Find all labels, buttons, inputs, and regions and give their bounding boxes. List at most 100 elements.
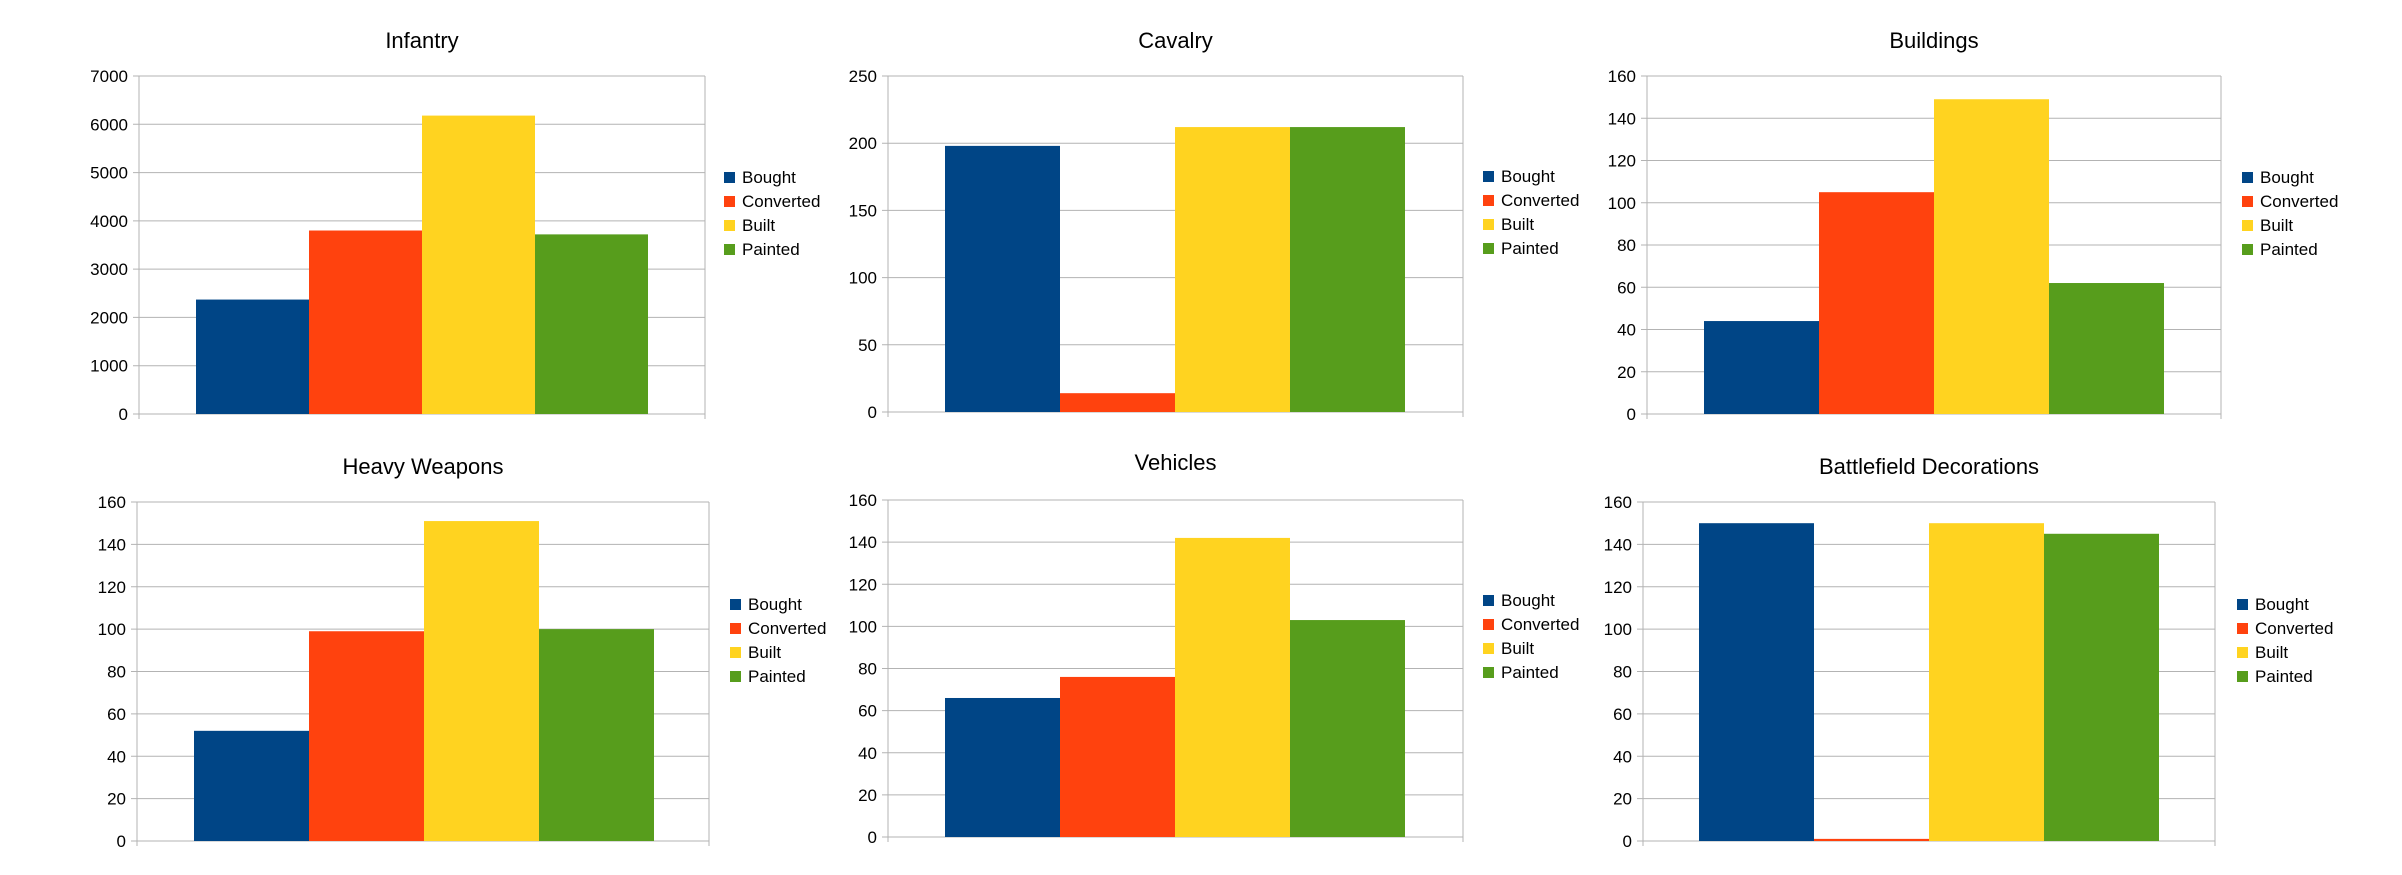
chart-battlefield-decorations-bar-painted	[2044, 533, 2159, 841]
chart-cavalry-bar-bought	[945, 145, 1060, 412]
chart-infantry-legend-label-painted: Painted	[742, 240, 800, 259]
chart-battlefield-decorations-ytick-label: 0	[1623, 832, 1632, 851]
chart-buildings-ytick-label: 20	[1617, 363, 1636, 382]
chart-heavy-weapons-legend-swatch-bought	[730, 599, 741, 610]
chart-vehicles-ytick-label: 40	[858, 744, 877, 763]
chart-battlefield-decorations-legend: Bought Converted Built Painted	[2237, 595, 2333, 686]
chart-vehicles-legend-swatch-built	[1483, 643, 1494, 654]
chart-vehicles-ytick-label: 0	[868, 828, 877, 847]
chart-heavy-weapons-bar-painted	[539, 629, 654, 841]
chart-infantry-ytick-label: 7000	[90, 67, 128, 86]
chart-vehicles-bar-painted	[1290, 620, 1405, 837]
chart-vehicles-legend-label-painted: Painted	[1501, 663, 1559, 682]
chart-infantry-bar-converted	[309, 230, 422, 414]
chart-battlefield-decorations-legend-label-bought: Bought	[2255, 595, 2309, 614]
chart-heavy-weapons-ytick-label: 80	[107, 663, 126, 682]
chart-heavy-weapons-ytick-label: 140	[98, 535, 126, 554]
chart-infantry-ytick-label: 6000	[90, 115, 128, 134]
chart-heavy-weapons-bar-built	[424, 521, 539, 841]
chart-cavalry-ytick-label: 50	[858, 336, 877, 355]
chart-vehicles-bar-built	[1175, 537, 1290, 837]
chart-buildings-bar-converted	[1819, 192, 1934, 414]
chart-buildings-ytick-label: 120	[1608, 152, 1636, 171]
chart-buildings-ytick-label: 60	[1617, 278, 1636, 297]
chart-infantry-legend-swatch-bought	[724, 172, 735, 183]
chart-buildings-ytick-label: 100	[1608, 194, 1636, 213]
chart-vehicles: Vehicles 0 20 40 60 80 100 120 140 160 Bought Conve…	[849, 450, 1580, 847]
chart-heavy-weapons-legend-swatch-converted	[730, 623, 741, 634]
chart-buildings-ytick-label: 0	[1627, 405, 1636, 424]
chart-infantry-legend: Bought Converted Built Painted	[724, 168, 820, 259]
chart-infantry-legend-swatch-built	[724, 220, 735, 231]
chart-cavalry-legend-swatch-bought	[1483, 171, 1494, 182]
chart-buildings-legend: Bought Converted Built Painted	[2242, 168, 2338, 259]
chart-infantry-legend-swatch-converted	[724, 196, 735, 207]
chart-buildings-legend-label-bought: Bought	[2260, 168, 2314, 187]
chart-cavalry-ytick-label: 200	[849, 134, 877, 153]
chart-buildings-legend-swatch-built	[2242, 220, 2253, 231]
chart-heavy-weapons-ytick-label: 20	[107, 790, 126, 809]
chart-cavalry-bar-painted	[1290, 127, 1405, 413]
chart-infantry-ytick-label: 3000	[90, 260, 128, 279]
chart-vehicles-ytick-label: 120	[849, 575, 877, 594]
chart-vehicles-ytick-label: 60	[858, 702, 877, 721]
chart-buildings-bar-built	[1934, 99, 2049, 415]
chart-vehicles-bar-bought	[945, 697, 1060, 837]
chart-heavy-weapons-legend: Bought Converted Built Painted	[730, 595, 826, 686]
chart-battlefield-decorations-legend-swatch-converted	[2237, 623, 2248, 634]
chart-infantry-ytick-label: 2000	[90, 308, 128, 327]
chart-buildings-legend-swatch-painted	[2242, 244, 2253, 255]
chart-buildings-ytick-label: 160	[1608, 67, 1636, 86]
chart-buildings-ytick-label: 40	[1617, 321, 1636, 340]
chart-buildings-bar-bought	[1704, 321, 1819, 414]
chart-vehicles-ytick-label: 140	[849, 533, 877, 552]
chart-buildings-title: Buildings	[1889, 28, 1978, 53]
chart-infantry-legend-label-bought: Bought	[742, 168, 796, 187]
chart-battlefield-decorations: Battlefield Decorations 0 20 40 60 80 100 120 14…	[1604, 454, 2334, 851]
chart-cavalry-ytick-label: 0	[868, 403, 877, 422]
chart-heavy-weapons: Heavy Weapons 0 20 40 60 80 100 120 140 160 Bought…	[98, 454, 827, 851]
chart-infantry-title: Infantry	[385, 28, 458, 53]
chart-cavalry-bar-converted	[1060, 393, 1175, 412]
chart-buildings-legend-label-painted: Painted	[2260, 240, 2318, 259]
chart-vehicles-ytick-label: 80	[858, 660, 877, 679]
chart-heavy-weapons-legend-label-converted: Converted	[748, 619, 826, 638]
chart-vehicles-legend-label-bought: Bought	[1501, 591, 1555, 610]
chart-vehicles-legend-label-converted: Converted	[1501, 615, 1579, 634]
chart-cavalry-ytick-label: 100	[849, 269, 877, 288]
chart-battlefield-decorations-ytick-label: 140	[1604, 535, 1632, 554]
chart-infantry: Infantry 0 1000 2000 3000 4000 5000 6000 7000 Bou…	[90, 28, 820, 424]
chart-infantry-ytick-label: 1000	[90, 357, 128, 376]
chart-buildings-ytick-label: 80	[1617, 236, 1636, 255]
chart-cavalry-legend-swatch-converted	[1483, 195, 1494, 206]
chart-cavalry-legend-label-built: Built	[1501, 215, 1534, 234]
chart-infantry-ytick-label: 0	[119, 405, 128, 424]
chart-buildings-bar-painted	[2049, 283, 2164, 414]
chart-battlefield-decorations-ytick-label: 100	[1604, 620, 1632, 639]
chart-infantry-legend-label-converted: Converted	[742, 192, 820, 211]
chart-cavalry-ytick-label: 150	[849, 201, 877, 220]
chart-battlefield-decorations-bar-converted	[1814, 838, 1929, 841]
chart-heavy-weapons-bar-converted	[309, 631, 424, 841]
chart-vehicles-bar-converted	[1060, 676, 1175, 837]
chart-heavy-weapons-title: Heavy Weapons	[342, 454, 503, 479]
chart-battlefield-decorations-legend-swatch-bought	[2237, 599, 2248, 610]
chart-heavy-weapons-ytick-label: 100	[98, 620, 126, 639]
chart-vehicles-legend-swatch-painted	[1483, 667, 1494, 678]
chart-buildings-legend-swatch-bought	[2242, 172, 2253, 183]
chart-cavalry-legend: Bought Converted Built Painted	[1483, 167, 1579, 258]
chart-heavy-weapons-ytick-label: 40	[107, 747, 126, 766]
chart-cavalry-legend-label-bought: Bought	[1501, 167, 1555, 186]
chart-heavy-weapons-ytick-label: 60	[107, 705, 126, 724]
chart-vehicles-legend-label-built: Built	[1501, 639, 1534, 658]
chart-battlefield-decorations-legend-label-built: Built	[2255, 643, 2288, 662]
chart-infantry-ytick-label: 4000	[90, 212, 128, 231]
chart-vehicles-title: Vehicles	[1135, 450, 1217, 475]
chart-vehicles-legend-swatch-converted	[1483, 619, 1494, 630]
chart-heavy-weapons-legend-label-painted: Painted	[748, 667, 806, 686]
chart-battlefield-decorations-bar-built	[1929, 523, 2044, 841]
chart-battlefield-decorations-ytick-label: 80	[1613, 663, 1632, 682]
chart-vehicles-legend-swatch-bought	[1483, 595, 1494, 606]
chart-battlefield-decorations-ytick-label: 40	[1613, 747, 1632, 766]
